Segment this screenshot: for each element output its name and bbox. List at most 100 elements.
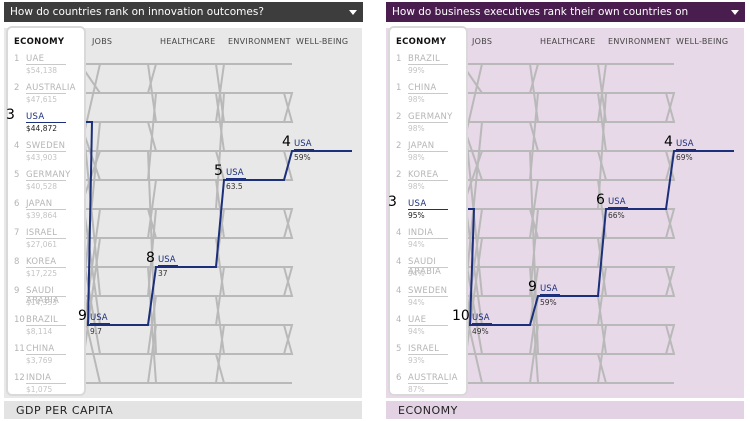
- left-panel: How do countries rank on innovation outc…: [4, 0, 364, 419]
- row-underline: [26, 151, 66, 152]
- right-col-jobs[interactable]: JOBS: [472, 37, 493, 46]
- row-rank: 6: [14, 199, 20, 209]
- row-rank: 10: [14, 315, 25, 325]
- right-col-well-being[interactable]: WELL-BEING: [676, 37, 729, 46]
- row-country: GERMANY: [26, 170, 71, 180]
- usa-rank-number: 5: [214, 163, 223, 179]
- right-panel: How do business executives rank their ow…: [386, 0, 746, 419]
- row-underline: [26, 93, 66, 94]
- economy-row[interactable]: 4 SWEDEN $43,903: [14, 140, 84, 169]
- economy-row[interactable]: 3 USA 95%: [388, 194, 466, 227]
- left-col-economy[interactable]: ECONOMY: [14, 37, 65, 47]
- row-rank: 2: [396, 170, 402, 180]
- right-col-economy[interactable]: ECONOMY: [396, 37, 447, 47]
- economy-row[interactable]: 3 USA $44,872: [6, 107, 84, 140]
- economy-row[interactable]: 2 GERMANY 98%: [396, 111, 466, 140]
- economy-row[interactable]: 2 JAPAN 98%: [396, 140, 466, 169]
- rank-line: [528, 266, 540, 384]
- right-economy-column: [388, 26, 468, 396]
- left-footer-label: GDP PER CAPITA: [4, 401, 362, 419]
- row-underline: [26, 383, 66, 384]
- usa-path: [24, 121, 352, 326]
- economy-row[interactable]: 7 ISRAEL $27,061: [14, 227, 84, 256]
- row-value: $40,528: [26, 182, 58, 191]
- usa-country-label: USA: [472, 313, 492, 324]
- economy-row[interactable]: 9 SAUDI ARABIA $14,353: [14, 285, 84, 314]
- row-underline: [408, 122, 448, 123]
- rank-line: [282, 266, 294, 297]
- right-col-healthcare[interactable]: HEALTHCARE: [540, 37, 596, 46]
- economy-row[interactable]: 10 BRAZIL $8,114: [14, 314, 84, 343]
- economy-row[interactable]: 6 JAPAN $39,864: [14, 198, 84, 227]
- rank-line: [528, 150, 540, 355]
- left-economy-rows: 1 UAE $54,138 2 AUSTRALIA $47,615 3 USA $44,872 4…: [6, 53, 84, 401]
- row-rank: 5: [14, 170, 20, 180]
- economy-row[interactable]: 5 GERMANY $40,528: [14, 169, 84, 198]
- row-value: $54,138: [26, 66, 58, 75]
- economy-row[interactable]: 4 UAE 94%: [396, 314, 466, 343]
- economy-row[interactable]: 11 CHINA $3,769: [14, 343, 84, 372]
- row-rank: 11: [14, 344, 25, 354]
- economy-row[interactable]: 2 AUSTRALIA $47,615: [14, 82, 84, 111]
- left-economy-column: [6, 26, 86, 396]
- economy-row[interactable]: 4 INDIA 94%: [396, 227, 466, 256]
- usa-score-value: 59%: [540, 298, 557, 307]
- left-question-dropdown[interactable]: How do countries rank on innovation outc…: [4, 2, 363, 22]
- row-country: INDIA: [26, 373, 52, 383]
- left-col-well-being[interactable]: WELL-BEING: [296, 37, 349, 46]
- economy-row[interactable]: 1 BRAZIL 99%: [396, 53, 466, 82]
- usa-score-value: 49%: [472, 327, 489, 336]
- row-value: $44,872: [26, 124, 58, 133]
- row-value: 98%: [408, 124, 425, 133]
- rank-line: [664, 92, 676, 123]
- economy-row[interactable]: 4 SWEDEN 94%: [396, 285, 466, 314]
- usa-score-value: 69%: [676, 153, 693, 162]
- row-rank: 2: [14, 83, 20, 93]
- usa-rank-number: 8: [146, 250, 155, 266]
- economy-row[interactable]: 8 KOREA $17,225: [14, 256, 84, 285]
- row-underline: [26, 325, 66, 326]
- row-value: $14,353: [26, 298, 58, 307]
- row-rank: 4: [396, 286, 402, 296]
- economy-row[interactable]: 5 ISRAEL 93%: [396, 343, 466, 372]
- rank-line: [146, 150, 158, 355]
- row-country: KOREA: [26, 257, 57, 267]
- row-rank: 2: [396, 141, 402, 151]
- row-underline: [26, 122, 66, 123]
- economy-row[interactable]: 4 SAUDI ARABIA 94%: [396, 256, 466, 285]
- left-col-environment[interactable]: ENVIRONMENT: [228, 37, 291, 46]
- usa-country-label: USA: [608, 197, 628, 208]
- row-value: $3,769: [26, 356, 53, 365]
- row-country: CHINA: [26, 344, 55, 354]
- row-underline: [408, 151, 448, 152]
- economy-row[interactable]: 6 AUSTRALIA 87%: [396, 372, 466, 401]
- row-country: ISRAEL: [26, 228, 58, 238]
- row-value: $47,615: [26, 95, 58, 104]
- row-underline: [408, 325, 448, 326]
- usa-rank-number: 9: [528, 279, 537, 295]
- usa-rank-number: 4: [282, 134, 291, 150]
- left-col-jobs[interactable]: JOBS: [92, 37, 113, 46]
- left-col-healthcare[interactable]: HEALTHCARE: [160, 37, 216, 46]
- chevron-down-icon[interactable]: [731, 10, 739, 15]
- economy-row[interactable]: 12 INDIA $1,075: [14, 372, 84, 401]
- economy-row[interactable]: 1 UAE $54,138: [14, 53, 84, 82]
- row-country: SAUDI ARABIA: [26, 286, 60, 306]
- row-value: $17,225: [26, 269, 58, 278]
- economy-row[interactable]: 2 KOREA 98%: [396, 169, 466, 198]
- row-value: 95%: [408, 211, 425, 220]
- row-value: $1,075: [26, 385, 53, 394]
- rank-line: [282, 208, 294, 239]
- row-value: 93%: [408, 356, 425, 365]
- row-underline: [26, 180, 66, 181]
- row-underline: [408, 267, 448, 268]
- row-country: USA: [26, 112, 45, 122]
- chevron-down-icon[interactable]: [349, 10, 357, 15]
- usa-score-value: 37: [158, 269, 168, 278]
- right-col-environment[interactable]: ENVIRONMENT: [608, 37, 671, 46]
- row-underline: [26, 238, 66, 239]
- row-value: 99%: [408, 66, 425, 75]
- row-rank: 1: [396, 83, 402, 93]
- rank-line: [146, 266, 158, 384]
- economy-row[interactable]: 1 CHINA 98%: [396, 82, 466, 111]
